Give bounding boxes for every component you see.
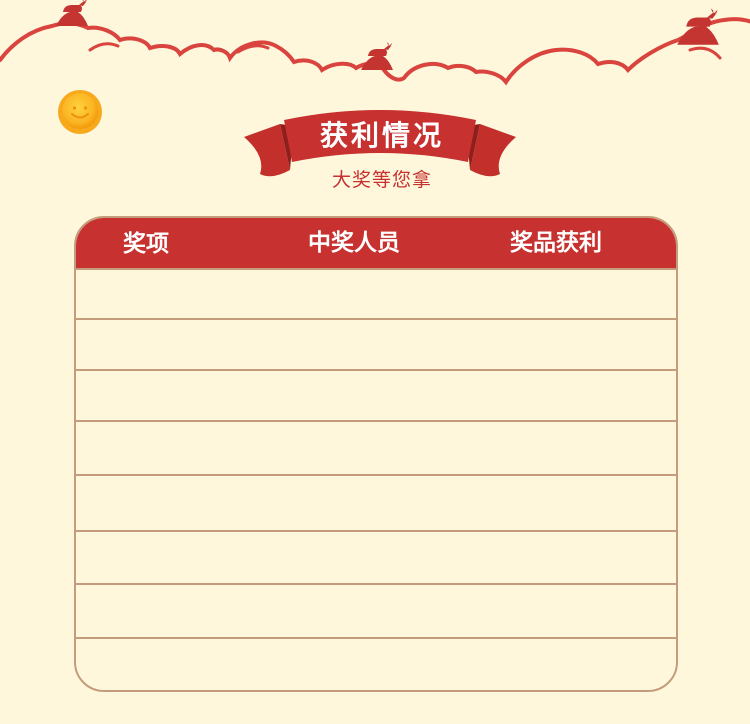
table-header: 奖项 中奖人员 奖品获利 bbox=[76, 218, 676, 270]
reward-cell bbox=[492, 422, 676, 474]
cloud-curl bbox=[236, 44, 270, 54]
banner-subtitle: 大奖等您拿 bbox=[331, 169, 432, 191]
reward-cell bbox=[492, 320, 676, 369]
table-row bbox=[76, 422, 676, 476]
column-header-reward: 奖品获利 bbox=[510, 230, 602, 256]
bull-silhouette-icon bbox=[677, 8, 719, 45]
ribbon-left-tail bbox=[244, 124, 290, 177]
ribbon-banner-icon bbox=[244, 110, 516, 177]
smiley-coin-icon bbox=[58, 90, 102, 134]
reward-cell bbox=[492, 270, 676, 318]
reward-cell bbox=[492, 476, 676, 530]
winner-cell bbox=[220, 585, 492, 637]
winner-cell bbox=[220, 422, 492, 474]
cloud-outline bbox=[0, 17, 750, 86]
cloud-curl bbox=[88, 42, 120, 52]
banner-title: 获利情况 bbox=[319, 119, 444, 152]
ribbon-band bbox=[284, 110, 476, 162]
reward-cell bbox=[492, 532, 676, 583]
winner-cell bbox=[220, 639, 492, 690]
ribbon-right-tail bbox=[470, 124, 516, 177]
prize-cell bbox=[76, 639, 220, 690]
table-row bbox=[76, 639, 676, 690]
table-body bbox=[76, 270, 676, 690]
prize-cell bbox=[76, 585, 220, 637]
winners-table: 奖项 中奖人员 奖品获利 bbox=[74, 216, 678, 692]
cloud-outline-icon bbox=[0, 0, 750, 86]
table-row bbox=[76, 476, 676, 532]
table-row bbox=[76, 270, 676, 320]
prize-cell bbox=[76, 476, 220, 530]
prize-cell bbox=[76, 320, 220, 369]
column-header-winner: 中奖人员 bbox=[308, 230, 400, 256]
winner-cell bbox=[220, 270, 492, 318]
reward-cell bbox=[492, 585, 676, 637]
bull-silhouette-icon bbox=[56, 0, 88, 26]
prize-cell bbox=[76, 371, 220, 420]
table-row bbox=[76, 371, 676, 422]
table-row bbox=[76, 585, 676, 639]
prize-cell bbox=[76, 270, 220, 318]
winner-cell bbox=[220, 532, 492, 583]
cloud-curl bbox=[688, 46, 722, 60]
reward-cell bbox=[492, 371, 676, 420]
reward-cell bbox=[492, 639, 676, 690]
bull-silhouette-icon bbox=[361, 42, 393, 70]
winner-cell bbox=[220, 371, 492, 420]
winner-cell bbox=[220, 476, 492, 530]
winner-cell bbox=[220, 320, 492, 369]
table-row bbox=[76, 320, 676, 371]
prize-cell bbox=[76, 422, 220, 474]
prize-cell bbox=[76, 532, 220, 583]
table-row bbox=[76, 532, 676, 585]
column-header-prize: 奖项 bbox=[123, 231, 169, 257]
